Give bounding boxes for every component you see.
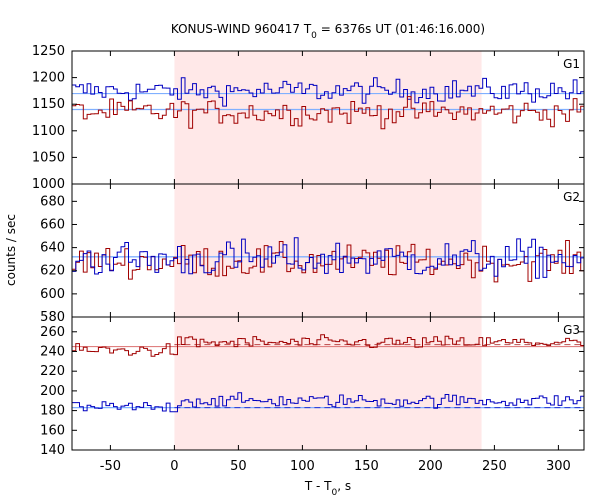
y-tick-label: 1100 xyxy=(32,124,65,139)
y-tick-label: 220 xyxy=(40,364,65,379)
panel-g3: 140 160 180 200 220 240 260 G3 xyxy=(40,316,585,458)
panel-g2: 580 600 620 640 660 680 G2 xyxy=(40,183,585,325)
y-tick-label: 140 xyxy=(40,443,65,458)
y-tick-label: 1250 xyxy=(32,44,65,59)
x-tick-label: 150 xyxy=(354,459,379,474)
series-group xyxy=(72,334,584,413)
x-tick-label: 100 xyxy=(290,459,315,474)
x-axis-label-suffix: , s xyxy=(337,479,351,493)
series-blue-histogram xyxy=(72,237,584,279)
x-tick-label: 50 xyxy=(230,459,247,474)
chart-title-sub: 0 xyxy=(311,31,317,41)
y-tick-label: 240 xyxy=(40,344,65,359)
shaded-interval xyxy=(174,184,482,317)
panels-layer: 100010501100115012001250G158060062064066… xyxy=(32,44,585,474)
series-group xyxy=(72,77,584,130)
y-tick-label: 680 xyxy=(40,194,65,209)
x-tick-label: 200 xyxy=(418,459,443,474)
series-red-histogram xyxy=(72,334,584,357)
series-group xyxy=(72,237,584,283)
panel-g1: 1000 1050 1100 1150 1200 1250 G1 xyxy=(32,44,585,192)
chart-title-suffix: = 6376s UT (01:46:16.000) xyxy=(317,22,485,36)
panel-label: G2 xyxy=(563,190,580,204)
y-tick-label: 200 xyxy=(40,384,65,399)
panel-label: G3 xyxy=(563,323,580,337)
y-tick-label: 580 xyxy=(40,310,65,325)
chart-title: KONUS-WIND 960417 T0 = 6376s UT (01:46:1… xyxy=(171,22,485,41)
x-tick-label: 250 xyxy=(482,459,507,474)
y-tick-label: 160 xyxy=(40,423,65,438)
y-tick-label: 1050 xyxy=(32,150,65,165)
y-tick-label: 1200 xyxy=(32,71,65,86)
y-tick-label: 640 xyxy=(40,241,65,256)
x-axis-label-prefix: T - T xyxy=(304,479,332,493)
y-tick-label: 1000 xyxy=(32,177,65,192)
y-tick-label: 180 xyxy=(40,404,65,419)
x-tick-label: 0 xyxy=(170,459,178,474)
y-tick-label: 600 xyxy=(40,287,65,302)
chart-title-prefix: KONUS-WIND 960417 T xyxy=(171,22,312,36)
x-tick-label: -50 xyxy=(100,459,121,474)
panel-frame xyxy=(71,316,585,451)
series-blue-histogram xyxy=(72,392,584,413)
y-tick-label: 260 xyxy=(40,325,65,340)
x-axis-label-sub: 0 xyxy=(332,488,338,498)
y-tick-label: 620 xyxy=(40,264,65,279)
y-tick-label: 660 xyxy=(40,217,65,232)
series-blue-histogram xyxy=(72,77,584,107)
x-axis-label: T - T0, s xyxy=(304,479,351,498)
x-tick-label: 300 xyxy=(546,459,571,474)
y-axis-label: counts / sec xyxy=(4,214,18,286)
y-tick-label: 1150 xyxy=(32,97,65,112)
series-red-histogram xyxy=(72,96,584,130)
panel-label: G1 xyxy=(563,57,580,71)
